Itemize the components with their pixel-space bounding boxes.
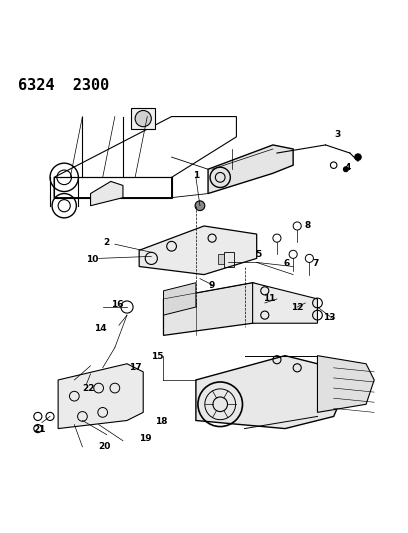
Text: 20: 20 (99, 442, 111, 451)
Text: 12: 12 (291, 303, 304, 312)
Bar (131, 108, 155, 129)
Circle shape (195, 201, 205, 211)
Text: 19: 19 (139, 434, 151, 443)
Text: 5: 5 (255, 250, 262, 259)
Text: 8: 8 (304, 222, 310, 230)
Polygon shape (91, 181, 123, 206)
Text: 6: 6 (284, 259, 290, 268)
Text: 6324  2300: 6324 2300 (18, 78, 109, 93)
Text: 14: 14 (94, 324, 107, 333)
Text: 22: 22 (82, 384, 95, 393)
Text: 11: 11 (263, 294, 275, 303)
Circle shape (135, 110, 151, 127)
Polygon shape (164, 282, 196, 315)
Text: 9: 9 (209, 281, 215, 290)
Polygon shape (253, 282, 317, 323)
Polygon shape (58, 364, 143, 429)
Polygon shape (139, 226, 257, 274)
Text: 15: 15 (151, 352, 164, 361)
Text: 18: 18 (155, 417, 168, 426)
Text: 21: 21 (33, 425, 46, 434)
Circle shape (355, 154, 361, 160)
Bar (54, 177, 172, 198)
Polygon shape (317, 356, 374, 413)
Bar (218, 254, 224, 264)
Polygon shape (164, 282, 277, 335)
Text: 16: 16 (111, 301, 123, 310)
Bar (224, 252, 234, 266)
Polygon shape (196, 356, 346, 429)
Text: 7: 7 (312, 259, 319, 268)
Circle shape (344, 167, 348, 172)
Text: 10: 10 (86, 255, 99, 264)
Text: 13: 13 (324, 313, 336, 322)
Text: 3: 3 (335, 130, 341, 139)
Text: 1: 1 (193, 171, 199, 180)
Text: 4: 4 (345, 163, 351, 172)
Text: 2: 2 (104, 238, 110, 247)
Text: 17: 17 (129, 364, 142, 373)
Polygon shape (208, 145, 293, 193)
